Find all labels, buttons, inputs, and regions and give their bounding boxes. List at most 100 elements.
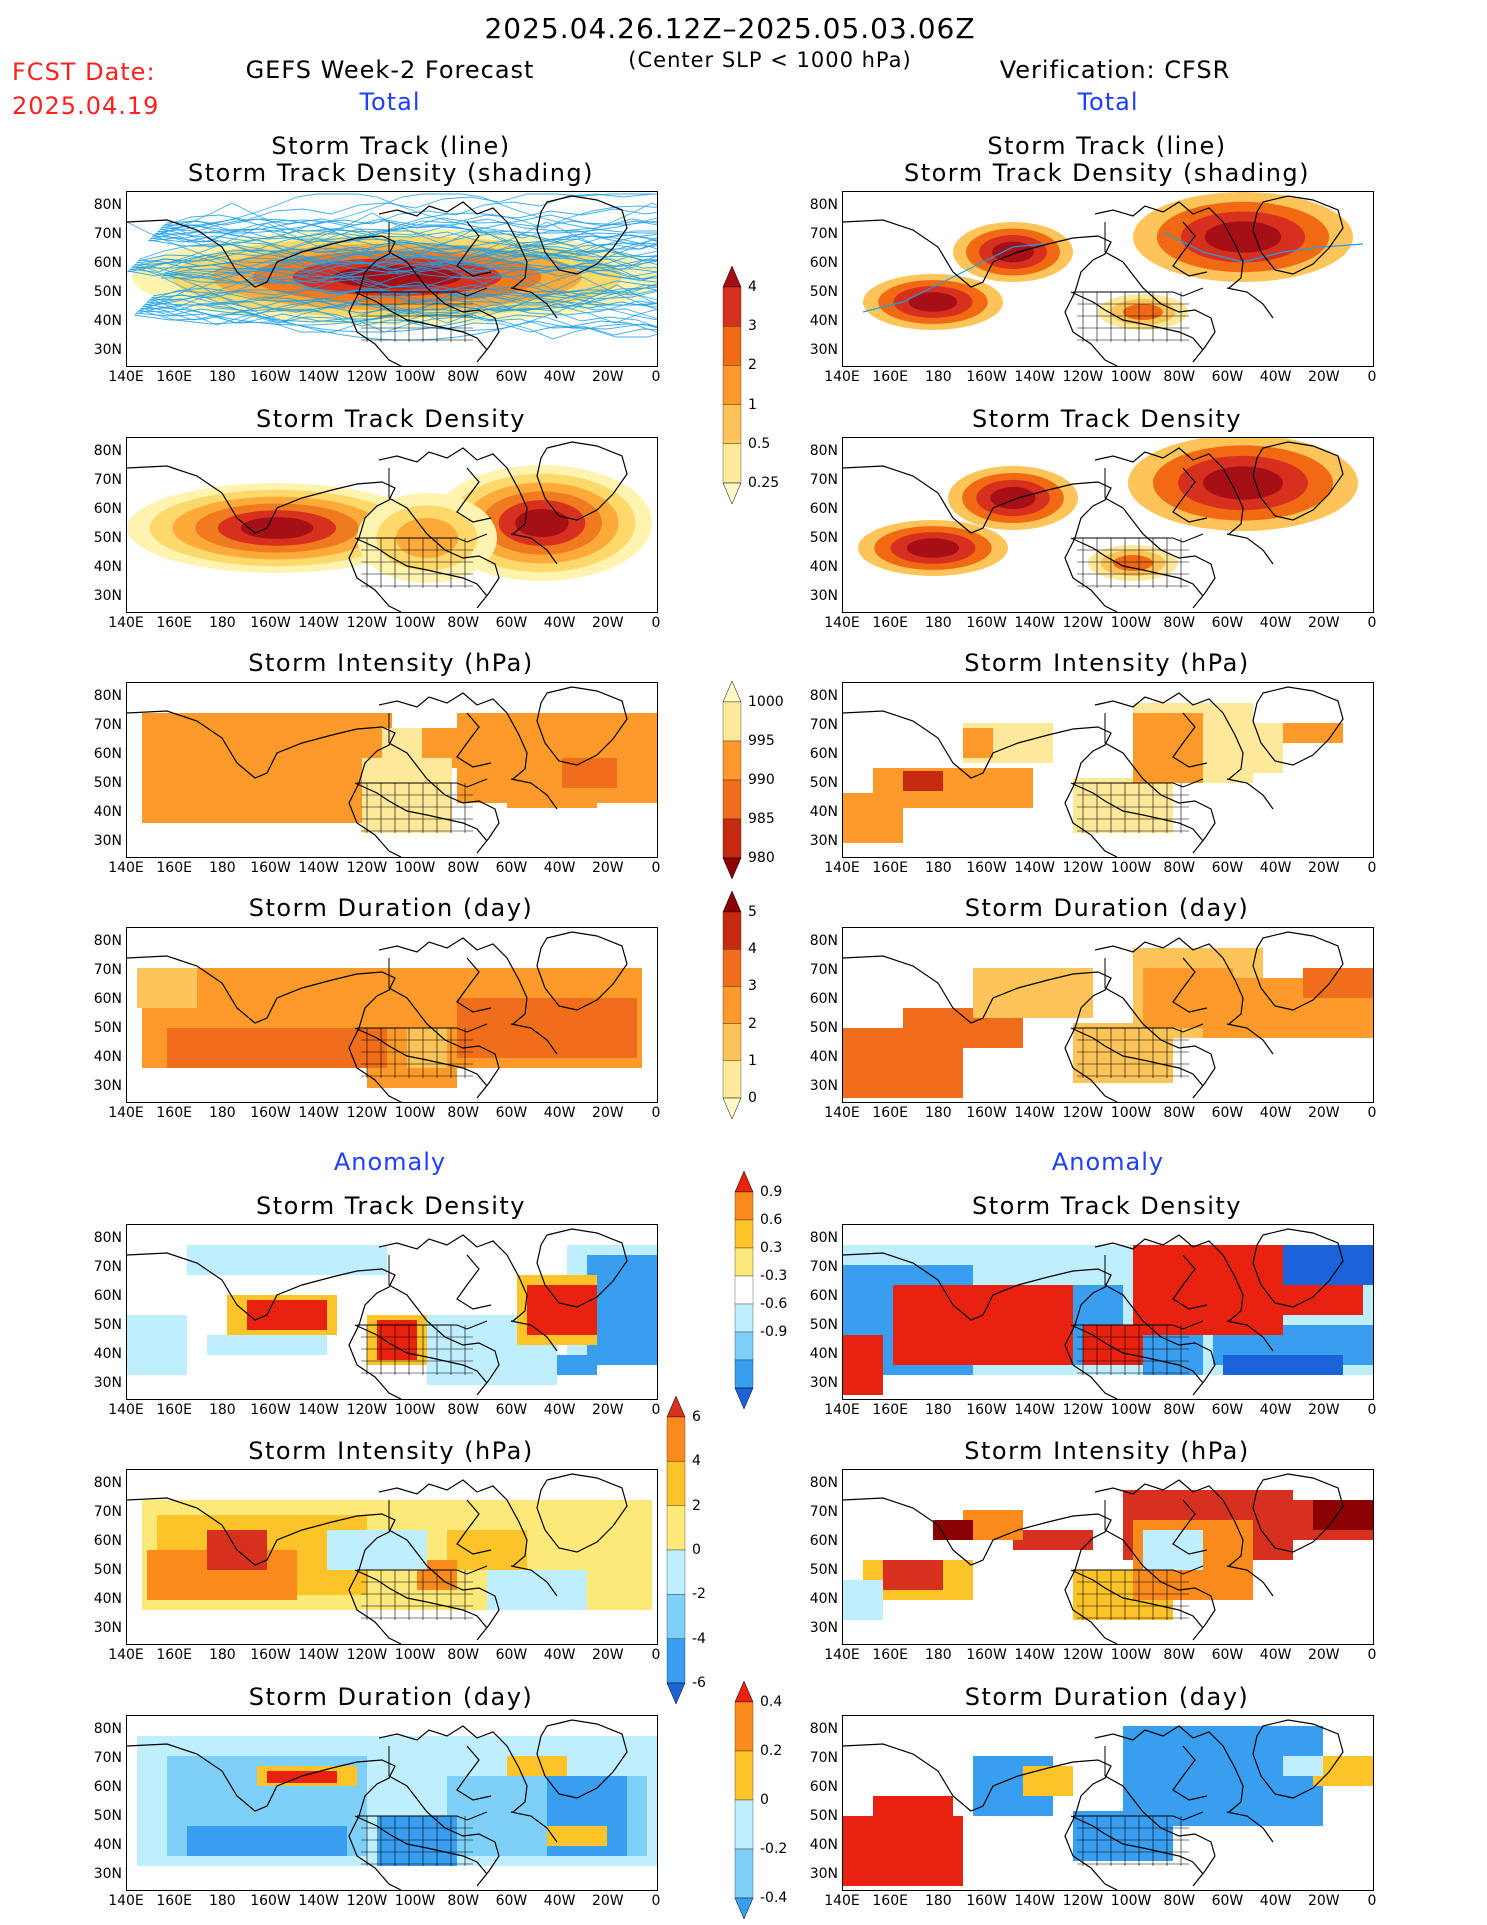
lat-tick-label: 30N xyxy=(93,342,122,358)
colorbar-tick-label: 1000 xyxy=(748,694,784,710)
lat-tick-label: 40N xyxy=(93,313,122,329)
lon-tick-label: 120W xyxy=(346,1647,388,1663)
lat-tick-label: 50N xyxy=(93,775,122,791)
lat-tick-label: 70N xyxy=(809,717,838,733)
lon-tick-label: 20W xyxy=(591,1893,624,1909)
lat-tick-label: 70N xyxy=(809,1259,838,1275)
lon-tick-label: 60W xyxy=(495,615,528,631)
lon-tick-label: 180 xyxy=(924,1893,952,1909)
lon-tick-label: 40W xyxy=(1259,860,1292,876)
map-field xyxy=(127,441,652,612)
lon-tick-label: 40W xyxy=(543,1893,576,1909)
lon-tick-label: 160W xyxy=(250,1893,291,1909)
title-track-density-right: Storm Track Density xyxy=(972,405,1242,433)
lon-tick-label: 20W xyxy=(591,369,624,385)
colorbar-tick-label: 4 xyxy=(692,1453,701,1470)
lat-tick-label: 30N xyxy=(809,588,838,604)
lon-tick-label: 120W xyxy=(1062,1402,1104,1418)
colorbar-tick-label: 0 xyxy=(692,1542,701,1558)
lon-tick-label: 100W xyxy=(394,369,436,385)
lat-tick-label: 50N xyxy=(809,1808,838,1824)
lat-tick-label: 50N xyxy=(809,1020,838,1036)
lon-tick-label: 0 xyxy=(651,1893,661,1909)
lon-tick-label: 120W xyxy=(346,1402,388,1418)
colorbar-tick-label: -0.3 xyxy=(760,1268,788,1284)
lon-tick-label: 140W xyxy=(298,1893,339,1909)
colorbar-tick-label: -0.2 xyxy=(760,1841,788,1857)
lon-tick-label: 140E xyxy=(824,1647,860,1663)
lat-tick-label: 40N xyxy=(93,1837,122,1853)
fcst-date-label: FCST Date: xyxy=(12,58,156,86)
colorbar-anom-intensity xyxy=(666,1395,686,1705)
lon-tick-label: 140W xyxy=(1014,1105,1055,1121)
map-field xyxy=(843,1473,1373,1644)
lon-tick-label: 140W xyxy=(1014,1893,1055,1909)
lon-tick-label: 180 xyxy=(924,615,952,631)
lon-tick-label: 180 xyxy=(924,860,952,876)
lat-tick-label: 40N xyxy=(809,804,838,820)
lon-tick-label: 160E xyxy=(872,1105,908,1121)
colorbar-anom-density xyxy=(734,1170,754,1410)
lon-tick-label: 160W xyxy=(250,369,291,385)
lat-tick-label: 60N xyxy=(93,746,122,762)
lon-tick-label: 160E xyxy=(872,860,908,876)
lon-tick-label: 100W xyxy=(394,1105,436,1121)
lat-tick-label: 60N xyxy=(809,746,838,762)
lat-tick-label: 40N xyxy=(809,1837,838,1853)
lon-tick-label: 60W xyxy=(495,1647,528,1663)
lon-tick-label: 60W xyxy=(1211,860,1244,876)
map-field xyxy=(843,1719,1373,1890)
lon-tick-label: 0 xyxy=(651,369,661,385)
lon-tick-label: 100W xyxy=(394,860,436,876)
lon-tick-label: 160W xyxy=(250,1647,291,1663)
lat-tick-label: 50N xyxy=(809,775,838,791)
lat-tick-label: 50N xyxy=(93,530,122,546)
lon-tick-label: 120W xyxy=(1062,1105,1104,1121)
map-field xyxy=(127,193,657,366)
lon-tick-label: 60W xyxy=(495,1893,528,1909)
map-total-duration-forecast xyxy=(126,927,658,1103)
lon-tick-label: 160W xyxy=(966,1105,1007,1121)
lon-tick-label: 140E xyxy=(108,1402,144,1418)
map-field xyxy=(127,931,642,1102)
date-range-title: 2025.04.26.12Z–2025.05.03.06Z xyxy=(484,12,976,45)
lat-tick-label: 30N xyxy=(93,1078,122,1094)
lon-tick-label: 180 xyxy=(208,1402,236,1418)
lon-tick-label: 160E xyxy=(872,369,908,385)
colorbar-tick-label: 0.6 xyxy=(760,1212,783,1228)
forecast-title: GEFS Week-2 Forecast xyxy=(245,56,535,84)
lon-tick-label: 40W xyxy=(1259,1402,1292,1418)
lon-tick-label: 80W xyxy=(447,1893,480,1909)
lat-tick-label: 80N xyxy=(93,1721,122,1737)
lon-tick-label: 160W xyxy=(966,1893,1007,1909)
lat-tick-label: 80N xyxy=(93,197,122,213)
colorbar-tick-label: 2 xyxy=(748,357,757,374)
lat-tick-label: 30N xyxy=(809,833,838,849)
colorbar-tick-label: 0.2 xyxy=(760,1743,783,1759)
lat-tick-label: 70N xyxy=(809,1750,838,1766)
map-field xyxy=(127,1228,657,1399)
colorbar-tick-label: 995 xyxy=(748,733,775,749)
lon-tick-label: 140E xyxy=(108,615,144,631)
lat-tick-label: 80N xyxy=(93,1475,122,1491)
lon-tick-label: 0 xyxy=(1367,615,1377,631)
colorbar-tick-label: 6 xyxy=(692,1409,701,1425)
lon-tick-label: 0 xyxy=(1367,1647,1377,1663)
lat-tick-label: 40N xyxy=(809,1346,838,1362)
lon-tick-label: 180 xyxy=(208,860,236,876)
lon-tick-label: 160W xyxy=(966,615,1007,631)
lat-tick-label: 50N xyxy=(93,1020,122,1036)
lon-tick-label: 160E xyxy=(156,860,192,876)
lat-tick-label: 80N xyxy=(809,1721,838,1737)
title-track-density-left: Storm Track Density xyxy=(256,405,526,433)
lon-tick-label: 20W xyxy=(1307,1105,1340,1121)
lat-tick-label: 60N xyxy=(93,1779,122,1795)
lon-tick-label: 160W xyxy=(966,1647,1007,1663)
lon-tick-label: 180 xyxy=(208,369,236,385)
lon-tick-label: 20W xyxy=(591,615,624,631)
lon-tick-label: 40W xyxy=(1259,1105,1292,1121)
colorbar-tick-label: -0.9 xyxy=(760,1324,788,1340)
lon-tick-label: 180 xyxy=(924,1402,952,1418)
lon-tick-label: 120W xyxy=(346,615,388,631)
lon-tick-label: 140W xyxy=(298,1647,339,1663)
